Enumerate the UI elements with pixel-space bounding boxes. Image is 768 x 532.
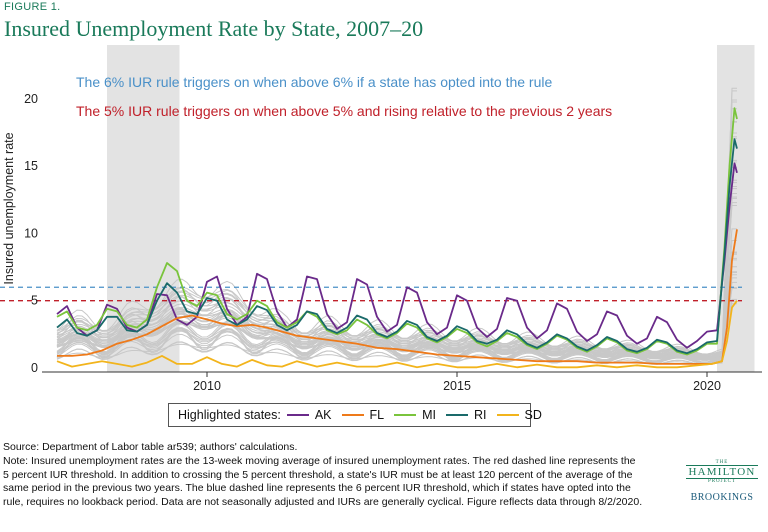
legend-label-sd: SD (524, 408, 542, 422)
logo-the: THE (715, 460, 729, 465)
legend-item-sd: SD (496, 408, 542, 422)
series-line-fl (57, 229, 738, 365)
series-line-mi (56, 107, 738, 356)
legend-item-fl: FL (341, 408, 385, 422)
series-line-ri (56, 138, 738, 355)
hamilton-project-logo: THE HAMILTON PROJECT BROOKINGS (678, 460, 766, 503)
background-state-line (56, 251, 737, 355)
legend-label-ak: AK (314, 408, 332, 422)
threshold-annotation-6: The 6% IUR rule triggers on when above 6… (76, 74, 552, 90)
legend-swatch-fl (341, 414, 364, 416)
legend-label-fl: FL (369, 408, 385, 422)
background-state-line (56, 108, 737, 355)
x-tick-label-2020: 2020 (693, 379, 721, 393)
background-state-line (56, 287, 737, 363)
x-tick-label-2015: 2015 (443, 379, 471, 393)
source-text: Source: Department of Labor table ar539;… (3, 441, 298, 453)
background-state-line (56, 197, 737, 365)
legend-label-mi: MI (422, 408, 437, 422)
legend-swatch-ak (286, 414, 309, 416)
logo-sub: PROJECT (707, 479, 737, 484)
background-state-line (56, 87, 737, 361)
y-tick-label-0: 0 (31, 361, 38, 375)
y-axis-label: Insured unemployment rate (2, 132, 16, 284)
chart: The 6% IUR rule triggers on when above 6… (0, 45, 762, 393)
legend-swatch-mi (394, 414, 417, 416)
background-state-line (56, 274, 737, 357)
legend-item-ri: RI (446, 408, 487, 422)
legend-swatch-sd (496, 414, 519, 416)
figure-label: FIGURE 1. (4, 1, 61, 13)
brookings-logo: BROOKINGS (690, 492, 754, 503)
series-line-ak (56, 162, 738, 349)
background-state-line (56, 159, 737, 364)
threshold-annotation-5: The 5% IUR rule triggers on when above 5… (76, 103, 612, 119)
note-text: Note: Insured unemployment rates are the… (3, 455, 643, 508)
figure-title: Insured Unemployment Rate by State, 2007… (4, 16, 424, 41)
legend-title: Highlighted states: (178, 408, 281, 422)
y-tick-label-5: 5 (31, 294, 38, 308)
legend-swatch-ri (446, 414, 469, 416)
y-tick-label-20: 20 (24, 92, 38, 106)
legend: Highlighted states: AK FL MI RI SD (168, 403, 542, 427)
y-tick-label-15: 15 (24, 159, 38, 173)
legend-item-ak: AK (286, 408, 332, 422)
series-line-sd (56, 300, 738, 369)
background-state-line (56, 188, 737, 366)
legend-item-mi: MI (394, 408, 436, 422)
y-tick-label-10: 10 (24, 226, 38, 240)
x-tick-label-2010: 2010 (193, 379, 221, 393)
legend-label-ri: RI (474, 408, 487, 422)
logo-name: HAMILTON (686, 465, 758, 479)
